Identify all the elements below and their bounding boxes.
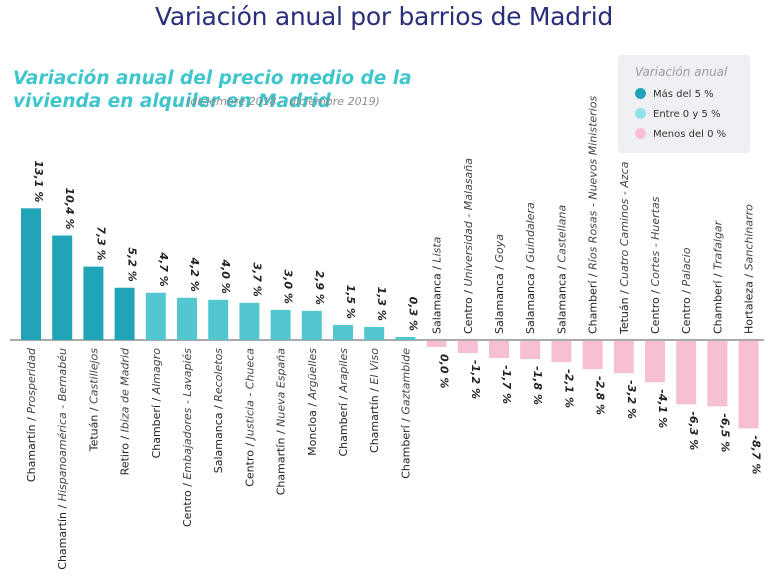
category-label-8: Chamartín / Nueva España [275,348,288,496]
value-label-10: 1,5 % [344,285,357,319]
category-label-16: Salamanca / Guindalera [524,202,537,334]
legend-swatch-high [635,88,646,99]
category-label-20: Centro / Cortes - Huertas [649,196,662,334]
legend-label-neg: Menos del 0 % [653,129,727,140]
bar-22 [707,341,728,407]
bar-21 [676,341,697,405]
bar-20 [645,341,665,383]
category-label-4: Chamberí / Almagro [150,348,163,459]
value-label-5: 4,2 % [188,256,201,291]
bar-23 [738,341,759,429]
category-label-19: Tetuán / Cuatro Caminos - Azca [618,161,631,335]
value-label-15: -1,7 % [500,365,513,404]
bar-6 [208,299,229,340]
value-label-8: 3,0 % [282,270,295,304]
legend-swatch-mid [635,108,646,119]
bar-2 [83,266,104,340]
value-label-21: -6,3 % [687,411,700,450]
value-label-9: 2,9 % [313,271,326,305]
bar-4 [145,292,166,340]
chart-subtitle: (diciembre 2018 – diciembre 2019) [186,95,380,108]
category-label-9: Moncloa / Argüelles [306,348,319,456]
category-label-3: Retiro / Ibiza de Madrid [119,347,132,475]
page-title: Variación anual por barrios de Madrid [155,2,613,31]
bar-1 [52,235,73,340]
value-label-20: -4,1 % [656,389,669,428]
category-label-7: Centro / Justicia - Chueca [243,348,256,487]
bar-5 [177,297,197,340]
legend-item-high: Más del 5 % [635,88,714,100]
bar-12 [395,336,416,340]
chart-title: Variación anual del precio medio de la v… [13,68,412,112]
category-label-21: Centro / Palacio [680,247,693,334]
category-label-17: Salamanca / Castellana [555,205,568,334]
value-label-1: 10,4 % [63,187,76,229]
category-label-15: Salamanca / Goya [493,234,506,334]
category-label-22: Chamberí / Trafalgar [711,219,724,334]
value-label-14: -1,2 % [469,360,482,399]
value-label-23: -8,7 % [750,435,763,474]
value-label-22: -6,5 % [718,413,731,452]
category-label-23: Hortaleza / Sanchinarro [743,204,756,334]
value-label-6: 4,0 % [219,258,232,293]
value-label-4: 4,7 % [157,251,170,286]
category-label-18: Chamberí / Ríos Rosas - Nuevos Ministeri… [587,96,600,334]
bar-7 [239,302,260,340]
bar-8 [270,309,291,340]
bar-16 [520,341,541,360]
legend-title: Variación anual [635,65,728,79]
bar-9 [301,310,322,340]
bar-18 [582,341,603,370]
value-label-12: 0,3 % [406,297,419,331]
bar-14 [457,341,478,354]
value-label-16: -1,8 % [531,366,544,405]
value-label-7: 3,7 % [250,262,263,296]
legend-item-neg: Menos del 0 % [635,128,726,140]
legend-swatch-neg [635,128,646,139]
legend-label-high: Más del 5 % [653,89,714,100]
category-label-14: Centro / Universidad - Malasaña [462,158,475,334]
category-label-12: Chamberí / Gaztambide [399,348,412,479]
value-label-18: -2,8 % [594,376,607,415]
bar-10 [333,324,353,340]
category-label-5: Centro / Embajadores - Lavapiés [181,348,194,527]
bar-17 [551,341,572,363]
value-label-17: -2,1 % [562,369,575,408]
value-label-2: 7,3 % [94,226,107,260]
bar-3 [114,287,135,340]
bar-13 [426,341,447,347]
category-label-6: Salamanca / Recoletos [212,348,225,473]
legend: Variación anual Más del 5 % Entre 0 y 5 … [618,55,750,153]
bar-15 [489,341,509,359]
value-label-13: 0,0 % [438,354,451,388]
category-label-10: Chamberí / Arapiles [337,348,350,457]
category-label-13: Salamanca / Lista [431,236,444,334]
value-label-19: -3,2 % [625,380,638,419]
legend-item-mid: Entre 0 y 5 % [635,108,720,120]
value-label-11: 1,3 % [375,287,388,321]
value-label-0: 13,1 % [32,160,45,202]
bar-11 [364,326,385,340]
value-label-3: 5,2 % [126,247,139,281]
category-label-11: Chamartín / El Viso [368,348,381,453]
bar-19 [613,341,634,374]
category-label-1: Chamartín / Hispanoamérica - Bernabéu [56,348,69,570]
legend-label-mid: Entre 0 y 5 % [653,109,721,120]
category-label-0: Chamartín / Prosperidad [25,347,38,482]
category-label-2: Tetuán / Castillejos [87,348,100,453]
bar-0 [21,208,41,340]
